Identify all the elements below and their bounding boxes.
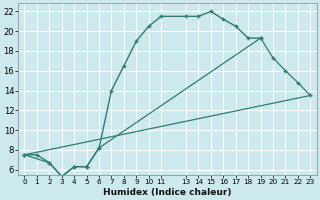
X-axis label: Humidex (Indice chaleur): Humidex (Indice chaleur) — [103, 188, 232, 197]
